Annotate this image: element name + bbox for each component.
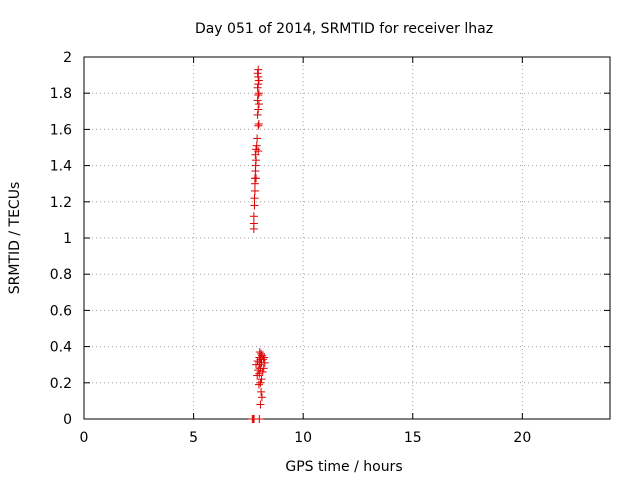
x-tick-label: 20 [513, 430, 531, 446]
chart-title: Day 051 of 2014, SRMTID for receiver lha… [195, 21, 493, 37]
y-tick-label: 1.8 [50, 86, 72, 102]
data-point [254, 72, 263, 81]
y-tick-label: 0.4 [50, 340, 72, 356]
data-point [253, 96, 262, 105]
data-point [256, 400, 265, 409]
y-tick-label: 0.2 [50, 376, 72, 392]
data-point [257, 387, 266, 396]
data-point [255, 369, 264, 378]
data-point [253, 83, 262, 92]
axis-ticks [83, 56, 610, 420]
data-point [254, 121, 263, 130]
y-tick-label: 0.6 [50, 303, 72, 319]
x-tick-labels: 0 5 10 15 20 [80, 430, 532, 446]
data-point [253, 110, 262, 119]
data-point [252, 174, 261, 183]
data-point [254, 380, 263, 389]
plot-frame [83, 56, 611, 420]
data-point [249, 212, 258, 221]
y-tick-label: 1.2 [50, 195, 72, 211]
data-point [253, 69, 262, 78]
data-point [254, 105, 263, 114]
data-point [254, 80, 263, 89]
data-point [250, 201, 259, 210]
data-point [254, 76, 263, 85]
data-point [259, 364, 268, 373]
x-tick-label: 0 [80, 430, 89, 446]
data-point [259, 355, 268, 364]
x-tick-label: 15 [404, 430, 422, 446]
x-tick-label: 10 [294, 430, 312, 446]
y-tick-label: 0.8 [50, 267, 72, 283]
grid-lines [84, 57, 610, 419]
y-tick-labels: 0 0.2 0.4 0.6 0.8 1 1.2 1.4 1.6 1.8 2 [50, 50, 72, 428]
data-point [255, 348, 264, 357]
data-point [250, 186, 259, 195]
data-point [254, 91, 263, 100]
data-point [257, 375, 266, 384]
data-point [256, 378, 265, 387]
data-point [257, 349, 266, 358]
x-axis-label: GPS time / hours [285, 459, 402, 475]
data-point [250, 194, 259, 203]
y-tick-label: 2 [63, 50, 72, 66]
data-point [254, 89, 263, 98]
data-point [249, 219, 258, 228]
data-point [252, 156, 261, 165]
data-point [253, 134, 262, 143]
data-point [253, 371, 262, 380]
y-tick-label: 1.4 [50, 159, 72, 175]
data-point [254, 147, 263, 156]
data-point [255, 415, 264, 423]
data-point [254, 65, 263, 74]
y-tick-label: 1 [63, 231, 72, 247]
y-axis-label: SRMTID / TECUs [7, 182, 23, 295]
y-tick-label: 1.6 [50, 122, 72, 138]
data-point [257, 393, 266, 402]
data-point [254, 100, 263, 109]
x-tick-label: 5 [189, 430, 198, 446]
data-point [252, 145, 261, 154]
data-point [254, 119, 263, 128]
data-points [248, 65, 269, 423]
data-point [252, 141, 261, 150]
y-tick-label: 0 [63, 412, 72, 428]
data-point [254, 366, 263, 375]
data-point [260, 358, 269, 367]
